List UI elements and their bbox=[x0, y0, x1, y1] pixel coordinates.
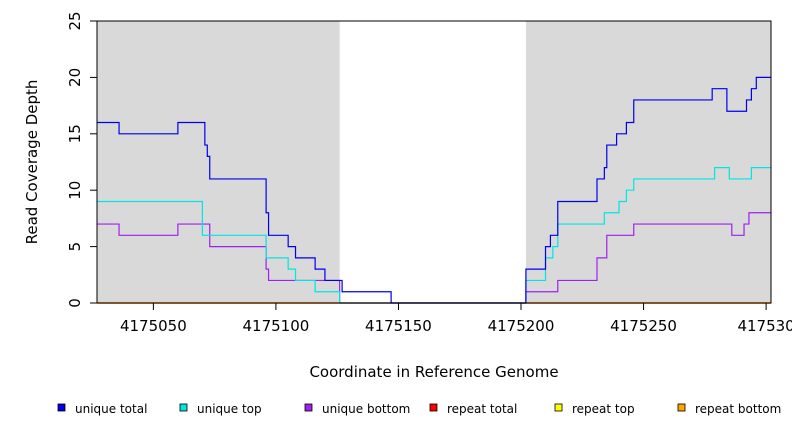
y-axis: 0 5 10 15 20 25 bbox=[66, 11, 97, 308]
legend-label: unique total bbox=[75, 402, 147, 416]
y-tick-label: 25 bbox=[66, 11, 84, 30]
legend-swatch bbox=[304, 403, 313, 412]
legend-swatch bbox=[677, 403, 686, 412]
legend-swatch bbox=[429, 403, 438, 412]
x-axis: 4175050 4175100 4175150 4175200 4175250 41753… bbox=[120, 303, 792, 335]
x-tick-label: 4175200 bbox=[488, 317, 555, 335]
series-line-unique-total bbox=[97, 76, 771, 304]
legend-swatch bbox=[554, 403, 563, 412]
legend-swatch bbox=[179, 403, 188, 412]
x-tick-label: 4175050 bbox=[120, 317, 187, 335]
legend-label: repeat top bbox=[572, 402, 635, 416]
x-tick-label: 417530 bbox=[737, 317, 792, 335]
legend: unique total unique top unique bottom repea… bbox=[57, 402, 781, 416]
x-axis-title: Coordinate in Reference Genome bbox=[309, 363, 558, 381]
y-tick-label: 0 bbox=[66, 298, 84, 308]
y-tick-label: 5 bbox=[66, 242, 84, 252]
legend-label: unique bottom bbox=[322, 402, 410, 416]
shaded-regions bbox=[97, 21, 771, 303]
legend-label: unique top bbox=[197, 402, 262, 416]
series-line-unique-bottom bbox=[97, 212, 771, 304]
legend-swatch bbox=[57, 403, 66, 412]
legend-label: repeat total bbox=[447, 402, 517, 416]
plot-frame bbox=[96, 20, 772, 304]
legend-label: repeat bottom bbox=[695, 402, 781, 416]
y-axis-title: Read Coverage Depth bbox=[23, 80, 41, 245]
series-line-unique-top bbox=[97, 167, 771, 304]
x-tick-label: 4175250 bbox=[610, 317, 677, 335]
y-tick-label: 20 bbox=[66, 68, 84, 87]
shaded-region-2 bbox=[525, 21, 771, 303]
x-tick-label: 4175100 bbox=[243, 317, 310, 335]
x-tick-label: 4175150 bbox=[365, 317, 432, 335]
shaded-region-1 bbox=[97, 21, 340, 303]
y-tick-label: 10 bbox=[66, 181, 84, 200]
y-tick-label: 15 bbox=[66, 124, 84, 143]
